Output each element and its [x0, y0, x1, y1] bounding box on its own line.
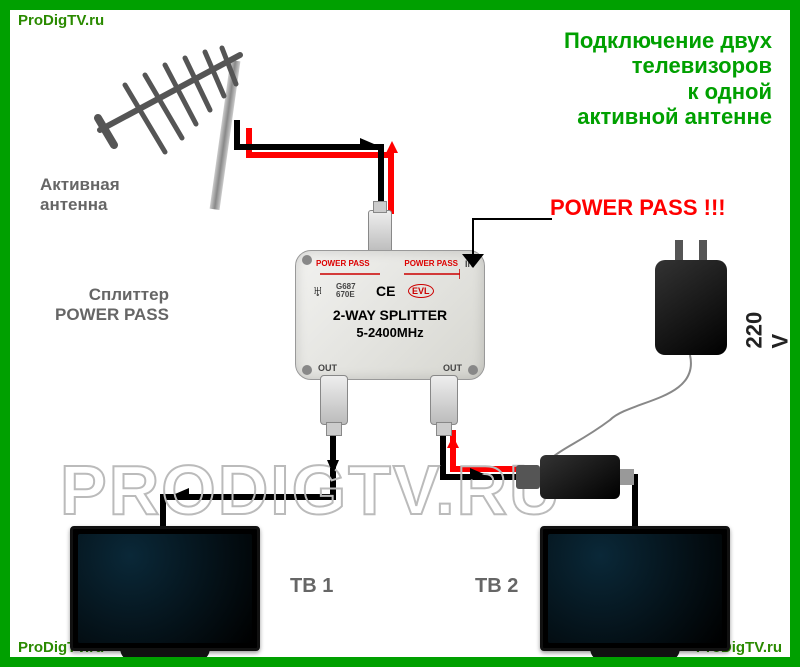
power-supply — [655, 260, 727, 355]
splitter-out1-connector — [320, 375, 348, 425]
antenna-label: Активная антенна — [40, 175, 120, 215]
tv1-label: ТВ 1 — [290, 575, 333, 598]
splitter-pp-left: POWER PASS — [316, 259, 370, 268]
voltage-label: 220 V — [742, 304, 794, 349]
splitter-pp-right: POWER PASS — [404, 259, 458, 268]
tv2-label: ТВ 2 — [475, 575, 518, 598]
splitter-in-connector — [368, 210, 392, 254]
power-injector — [540, 455, 620, 499]
splitter-out-right: OUT — [443, 363, 462, 373]
power-pass-label: POWER PASS !!! — [550, 195, 726, 221]
title-line: телевизоров — [564, 53, 772, 78]
diagram-canvas: ProDigTV.ru ProDigTV.ru ProDigTV.ru PROD… — [0, 0, 800, 667]
diagram-title: Подключение двух телевизоров к одной акт… — [564, 28, 772, 129]
yagi-antenna-icon — [70, 30, 260, 160]
tv-2 — [540, 526, 730, 651]
title-line: Подключение двух — [564, 28, 772, 53]
splitter-label: Сплиттер POWER PASS — [55, 285, 169, 325]
splitter-out2-connector — [430, 375, 458, 425]
splitter-brand: EVL — [408, 284, 434, 298]
watermark-top-left: ProDigTV.ru — [18, 12, 104, 29]
splitter-out-left: OUT — [318, 363, 337, 373]
splitter-model: G687 670E — [336, 283, 356, 299]
splitter-freq: 5-2400MHz — [296, 325, 484, 340]
splitter-ce: CE — [376, 283, 395, 299]
title-line: активной антенне — [564, 104, 772, 129]
splitter-main-text: 2-WAY SPLITTER — [296, 307, 484, 323]
title-line: к одной — [564, 79, 772, 104]
tv-1 — [70, 526, 260, 651]
splitter-body: POWER PASS POWER PASS IN ♅ G687 670E CE … — [295, 250, 485, 380]
